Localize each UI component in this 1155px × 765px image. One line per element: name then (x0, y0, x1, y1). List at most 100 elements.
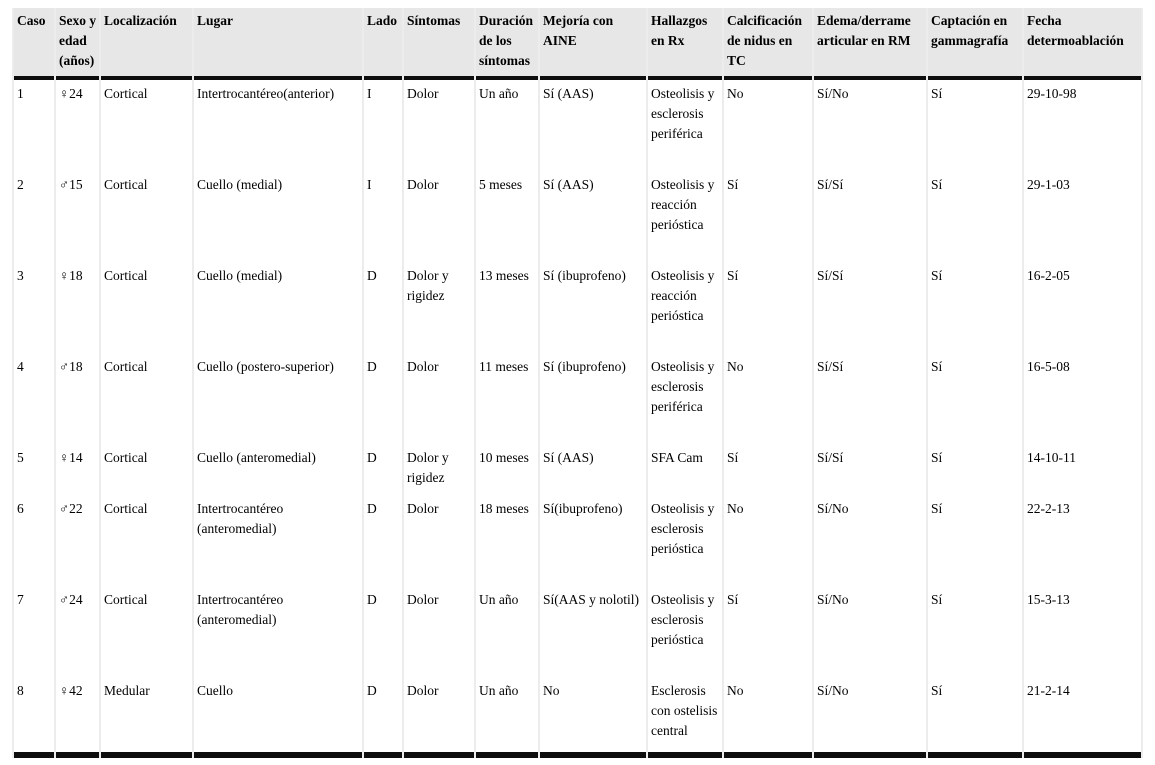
column-header: Localización (101, 8, 192, 80)
column-header: Calcificación de nidus en TC (724, 8, 812, 80)
table-cell: Cortical (101, 444, 192, 495)
column-header: Captación en gammagrafía (928, 8, 1022, 80)
table-cell: Sí/Sí (814, 171, 926, 262)
table-cell: 5 meses (476, 171, 538, 262)
table-cell: 10 meses (476, 444, 538, 495)
table-cell: Osteolisis y reacción perióstica (648, 262, 722, 353)
table-cell: Sí (928, 262, 1022, 353)
column-header: Síntomas (404, 8, 474, 80)
table-cell: 7 (14, 586, 54, 677)
table-cell: ♂15 (56, 171, 99, 262)
table-cell: 18 meses (476, 495, 538, 586)
table-cell: Sí (928, 586, 1022, 677)
table-cell: Sí (928, 171, 1022, 262)
table-cell: Sí/No (814, 495, 926, 586)
column-header: Lado (364, 8, 402, 80)
table-cell: 16-5-08 (1024, 353, 1141, 444)
table-cell: Dolor (404, 80, 474, 171)
table-cell: No (724, 80, 812, 171)
table-cell: Cortical (101, 80, 192, 171)
table-cell: 14-10-11 (1024, 444, 1141, 495)
table-cell: Intertrocantéreo (anteromedial) (194, 495, 362, 586)
table-cell: Dolor y rigidez (404, 444, 474, 495)
table-cell: 21-2-14 (1024, 677, 1141, 758)
table-row: 8 ♀42 Medular Cuello D Dolor Un año No Esclerosi… (14, 677, 1141, 758)
table-row: 4 ♂18 Cortical Cuello (postero-superior) D Do… (14, 353, 1141, 444)
table-cell: Esclerosis con ostelisis central (648, 677, 722, 758)
column-header: Caso (14, 8, 54, 80)
table-row: 7 ♂24 Cortical Intertrocantéreo (anteromedi… (14, 586, 1141, 677)
table-cell: 2 (14, 171, 54, 262)
table-cell: ♀42 (56, 677, 99, 758)
table-cell: 8 (14, 677, 54, 758)
table-cell: Osteolisis y esclerosis periférica (648, 80, 722, 171)
table-cell: SFA Cam (648, 444, 722, 495)
table-cell: ♀18 (56, 262, 99, 353)
table-cell: ♂22 (56, 495, 99, 586)
table-cell: Cortical (101, 171, 192, 262)
table-cell: Sí (724, 171, 812, 262)
table-cell: D (364, 586, 402, 677)
table-cell: Sí (724, 262, 812, 353)
table-cell: Sí (928, 677, 1022, 758)
table-cell: Osteolisis y esclerosis perióstica (648, 586, 722, 677)
table-cell: D (364, 262, 402, 353)
table-cell: Sí/No (814, 80, 926, 171)
table-cell: No (724, 353, 812, 444)
table-cell: 29-1-03 (1024, 171, 1141, 262)
table-cell: Dolor y rigidez (404, 262, 474, 353)
table-cell: Dolor (404, 353, 474, 444)
table-cell: Osteolisis y esclerosis periférica (648, 353, 722, 444)
table-cell: D (364, 495, 402, 586)
table-cell: Sí (928, 444, 1022, 495)
column-header: Duración de los síntomas (476, 8, 538, 80)
table-cell: ♀14 (56, 444, 99, 495)
table-row: 3 ♀18 Cortical Cuello (medial) D Dolor y rigi… (14, 262, 1141, 353)
table-cell: Sí/Sí (814, 444, 926, 495)
column-header: Lugar (194, 8, 362, 80)
table-cell: Sí/No (814, 586, 926, 677)
table-cell: 5 (14, 444, 54, 495)
table-cell: Cuello (anteromedial) (194, 444, 362, 495)
header-row: Caso Sexo y edad (años) Localización Lugar L… (14, 8, 1141, 80)
table-cell: Sí(ibuprofeno) (540, 495, 646, 586)
table-cell: ♂18 (56, 353, 99, 444)
table-cell: Cortical (101, 495, 192, 586)
table-cell: 13 meses (476, 262, 538, 353)
table-cell: D (364, 677, 402, 758)
table-body: 1 ♀24 Cortical Intertrocantéreo(anterior) I D… (14, 80, 1141, 758)
table-cell: Sí/No (814, 677, 926, 758)
table-cell: No (724, 495, 812, 586)
table-row: 2 ♂15 Cortical Cuello (medial) I Dolor 5 meses… (14, 171, 1141, 262)
table-cell: Un año (476, 80, 538, 171)
table-cell: Medular (101, 677, 192, 758)
table-cell: Dolor (404, 586, 474, 677)
table-cell: Cortical (101, 262, 192, 353)
table-cell: Un año (476, 677, 538, 758)
table-cell: D (364, 353, 402, 444)
table-cell: I (364, 171, 402, 262)
table-cell: Sí (928, 80, 1022, 171)
table-cell: ♂24 (56, 586, 99, 677)
column-header: Mejoría con AINE (540, 8, 646, 80)
table-cell: Un año (476, 586, 538, 677)
table-row: 1 ♀24 Cortical Intertrocantéreo(anterior) I D… (14, 80, 1141, 171)
table-cell: Cortical (101, 353, 192, 444)
table-cell: Dolor (404, 495, 474, 586)
table-cell: Sí (724, 586, 812, 677)
table-cell: 22-2-13 (1024, 495, 1141, 586)
column-header: Sexo y edad (años) (56, 8, 99, 80)
table-cell: Intertrocantéreo(anterior) (194, 80, 362, 171)
table-cell: Dolor (404, 171, 474, 262)
table-cell: Sí (AAS) (540, 444, 646, 495)
column-header: Hallazgos en Rx (648, 8, 722, 80)
table-cell: Cuello (postero-superior) (194, 353, 362, 444)
table-cell: Sí (ibuprofeno) (540, 262, 646, 353)
column-header: Edema/derrame articular en RM (814, 8, 926, 80)
table-cell: Cuello (194, 677, 362, 758)
table-cell: ♀24 (56, 80, 99, 171)
table-cell: Dolor (404, 677, 474, 758)
table-cell: Sí (AAS) (540, 80, 646, 171)
table-cell: Sí (928, 495, 1022, 586)
table-cell: Osteolisis y reacción perióstica (648, 171, 722, 262)
